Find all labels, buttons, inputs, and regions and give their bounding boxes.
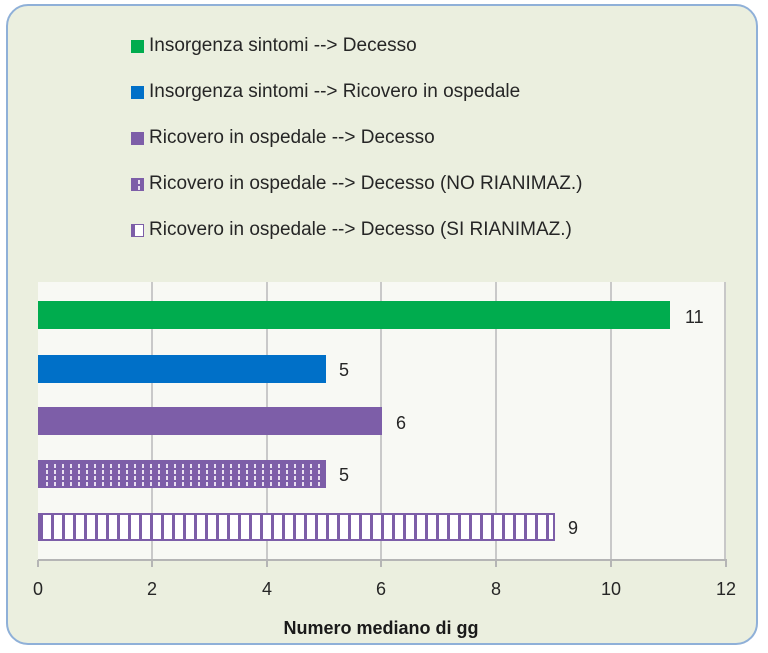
x-tick-label: 8 (490, 579, 502, 599)
x-tick-label: 12 (715, 579, 737, 599)
x-tick-label: 6 (375, 579, 387, 599)
legend-purple-square-icon (131, 131, 144, 145)
legend-green-square-icon (131, 39, 144, 53)
value-label: 11 (685, 307, 704, 327)
x-tick-label: 2 (146, 579, 158, 599)
legend-item-symptoms-death: Insorgenza sintomi --> Decesso (131, 34, 417, 58)
x-tick (151, 560, 153, 567)
x-tick (725, 560, 727, 567)
x-tick-label: 4 (261, 579, 273, 599)
bar-symptoms-hospital (38, 355, 326, 383)
bar-hospital-death-no-icu (38, 460, 326, 488)
legend-brick-pattern-icon (131, 177, 144, 191)
legend-item-symptoms-hospital: Insorgenza sintomi --> Ricovero in osped… (131, 80, 520, 104)
value-label: 6 (396, 413, 407, 433)
legend-item-hospital-death-icu: Ricovero in ospedale --> Decesso (SI RIA… (131, 218, 572, 242)
x-tick (380, 560, 382, 567)
legend-label: Insorgenza sintomi --> Decesso (149, 35, 417, 56)
legend-item-hospital-death-no-icu: Ricovero in ospedale --> Decesso (NO RIA… (131, 172, 582, 196)
bar-symptoms-death (38, 301, 670, 329)
gridline (495, 282, 497, 560)
x-tick-label: 10 (600, 579, 622, 599)
value-label: 9 (568, 518, 579, 538)
legend-label: Ricovero in ospedale --> Decesso (SI RIA… (149, 219, 572, 240)
legend-blue-square-icon (131, 85, 144, 99)
value-label: 5 (339, 465, 350, 485)
x-tick (610, 560, 612, 567)
x-tick (266, 560, 268, 567)
x-axis-title: Numero mediano di gg (283, 618, 479, 638)
bar-hospital-death (38, 407, 382, 435)
x-axis-line (38, 559, 727, 561)
bar-hospital-death-icu (38, 513, 555, 541)
legend-label: Ricovero in ospedale --> Decesso (NO RIA… (149, 173, 583, 194)
legend-label: Ricovero in ospedale --> Decesso (149, 127, 435, 148)
legend-brick-white-pattern-icon (131, 223, 144, 237)
x-tick (495, 560, 497, 567)
x-tick-label: 0 (32, 579, 44, 599)
x-tick (37, 560, 39, 567)
gridline (610, 282, 612, 560)
value-label: 5 (339, 360, 350, 380)
legend-label: Insorgenza sintomi --> Ricovero in osped… (149, 81, 521, 102)
legend-item-hospital-death: Ricovero in ospedale --> Decesso (131, 126, 435, 150)
